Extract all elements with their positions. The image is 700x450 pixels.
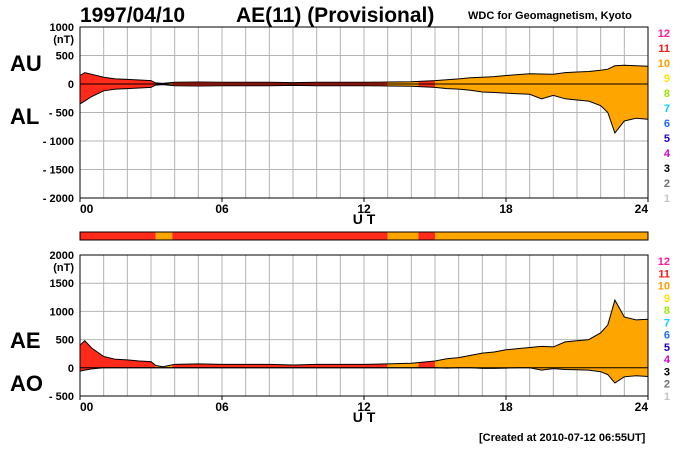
x-tick-label: 06 xyxy=(215,202,229,216)
y-tick-label: 0 xyxy=(68,79,74,91)
ao-label: AO xyxy=(10,371,43,396)
station-legend-label: 7 xyxy=(664,317,670,329)
area-band-orange xyxy=(387,65,419,133)
station-legend-label: 3 xyxy=(664,366,670,378)
station-legend-label: 8 xyxy=(664,305,670,317)
x-tick-label: 00 xyxy=(80,400,94,414)
x-tick-label: 12 xyxy=(357,202,371,216)
station-legend-label: 6 xyxy=(664,118,670,130)
y-tick-label: 500 xyxy=(56,51,74,63)
au-label: AU xyxy=(10,51,42,76)
station-bar-segment xyxy=(418,232,435,240)
station-bar-segment xyxy=(387,232,419,240)
x-axis-label: U T xyxy=(353,409,376,425)
y-tick-label: 1500 xyxy=(50,278,74,290)
station-legend-label: 3 xyxy=(664,163,670,175)
station-legend-label: 12 xyxy=(658,256,670,268)
y-tick-label: - 500 xyxy=(49,391,74,403)
station-legend-label: 2 xyxy=(664,379,670,391)
area-band-orange xyxy=(155,65,173,133)
station-legend-label: 8 xyxy=(664,88,670,100)
y-unit-label: (nT) xyxy=(53,34,74,46)
y-tick-label: 0 xyxy=(68,363,74,375)
station-legend-label: 10 xyxy=(658,281,670,293)
area-band-red xyxy=(418,65,435,133)
x-tick-label: 24 xyxy=(635,202,649,216)
y-tick-label: 2000 xyxy=(50,250,74,262)
series-line-ae xyxy=(79,298,649,368)
station-legend-label: 10 xyxy=(658,58,670,70)
station-legend-label: 9 xyxy=(664,293,670,305)
x-tick-label: 00 xyxy=(80,202,94,216)
station-legend-label: 6 xyxy=(664,330,670,342)
area-band-orange xyxy=(387,300,419,383)
x-tick-label: 12 xyxy=(357,400,371,414)
station-bar-segment xyxy=(80,232,156,240)
x-tick-label: 24 xyxy=(635,400,649,414)
y-tick-label: 1000 xyxy=(50,306,74,318)
y-tick-label: - 2000 xyxy=(43,193,74,205)
station-legend-label: 11 xyxy=(658,268,670,280)
station-legend-label: 11 xyxy=(658,43,670,55)
y-tick-label: 500 xyxy=(56,335,74,347)
station-legend-label: 5 xyxy=(664,342,670,354)
chart-title: AE(11) (Provisional) xyxy=(236,4,435,27)
created-timestamp: [Created at 2010-07-12 06:55UT] xyxy=(479,432,646,444)
series-line-au xyxy=(79,64,649,84)
station-legend-label: 12 xyxy=(658,28,670,40)
station-legend-label: 9 xyxy=(664,73,670,85)
ae-label: AE xyxy=(10,328,41,353)
x-tick-label: 18 xyxy=(499,202,513,216)
station-bar-segment xyxy=(155,232,173,240)
area-band-orange xyxy=(155,300,173,383)
station-legend-label: 1 xyxy=(664,391,670,403)
series-line-al xyxy=(79,84,649,135)
station-legend-label: 4 xyxy=(664,148,671,160)
y-tick-label: - 1000 xyxy=(43,136,74,148)
date-label: 1997/04/10 xyxy=(80,4,186,27)
area-band-orange xyxy=(435,300,648,383)
station-legend-label: 4 xyxy=(664,354,671,366)
x-axis-label: U T xyxy=(353,211,376,227)
station-legend-label: 1 xyxy=(664,193,670,205)
station-bar-segment xyxy=(172,232,388,240)
source-label: WDC for Geomagnetism, Kyoto xyxy=(468,10,632,22)
al-label: AL xyxy=(10,104,40,129)
y-tick-label: - 500 xyxy=(49,108,74,120)
station-bar-frame xyxy=(79,231,649,241)
area-band-orange xyxy=(435,65,648,133)
y-tick-label: 1000 xyxy=(50,22,74,34)
y-unit-label: (nT) xyxy=(53,262,74,274)
station-legend-label: 7 xyxy=(664,103,670,115)
station-legend-label: 5 xyxy=(664,133,670,145)
x-tick-label: 18 xyxy=(499,400,513,414)
x-tick-label: 06 xyxy=(215,400,229,414)
y-tick-label: - 1500 xyxy=(43,165,74,177)
area-band-red xyxy=(418,300,435,383)
station-bar-segment xyxy=(435,232,648,240)
station-legend-label: 2 xyxy=(664,178,670,190)
